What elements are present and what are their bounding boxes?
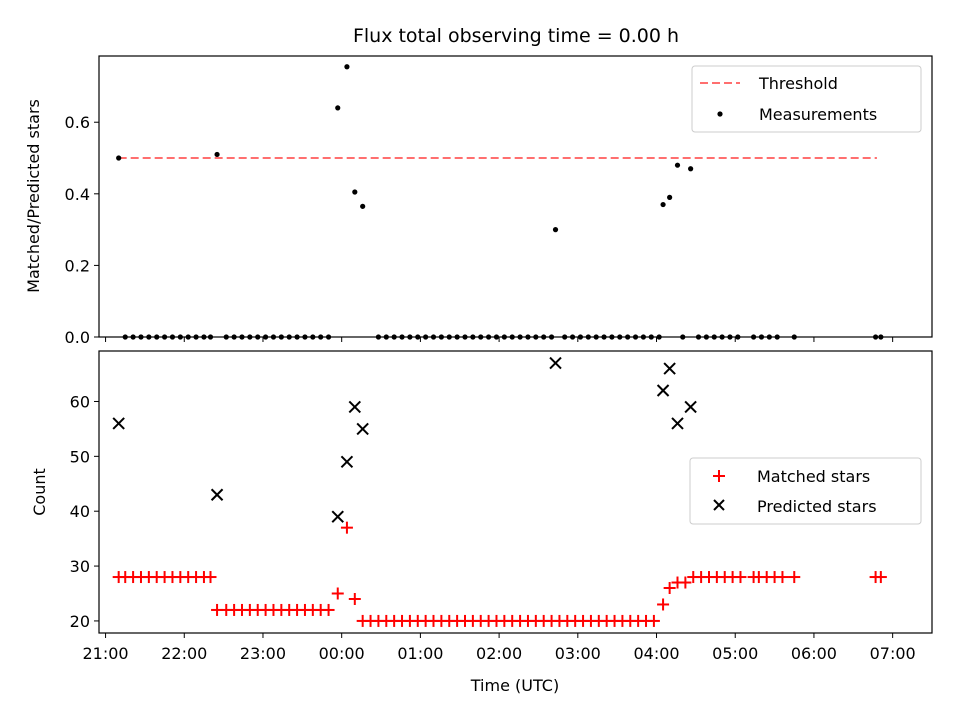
top-y-tick-label: 0.0 [65,328,90,347]
measurement-point [667,194,673,200]
matched-star-point [657,598,670,611]
x-tick-label: 23:00 [240,644,286,663]
bottom-axes-frame [98,350,933,634]
bottom-y-tick-label: 60 [70,392,90,411]
predicted-star-point [210,488,224,501]
top-legend-box [691,65,922,133]
matched-star-point [331,587,344,600]
top-legend: Threshold Measurements [691,65,922,133]
matched-star-point [647,614,660,627]
top-panel: Flux total observing time = 0.00 h 0.00.… [24,25,933,347]
x-tick-label: 22:00 [161,644,207,663]
legend-predicted-label: Predicted stars [757,497,877,516]
top-y-tick-label: 0.4 [65,185,90,204]
bottom-panel: 20 30 40 50 60 21:00 22:00 23:00 00:00 01:00 02:0… [30,350,933,695]
x-tick-label: 02:00 [476,644,522,663]
predicted-star-point [549,356,562,370]
top-x-axis [105,337,894,342]
bottom-y-tick-label: 40 [70,502,90,521]
x-tick-label: 00:00 [319,644,365,663]
bottom-y-axis-label: Count [30,468,49,516]
matched-star-point [734,571,747,584]
x-tick-label: 06:00 [791,644,837,663]
matched-star-point [340,521,353,534]
bottom-y-axis: 20 30 40 50 60 [70,392,99,631]
predicted-star-point [356,422,369,436]
measurement-point [352,189,358,195]
bottom-x-axis: 21:00 22:00 23:00 00:00 01:00 02:00 03:00 04:00… [83,633,916,663]
bottom-plot-area [112,356,887,627]
matched-star-point [788,571,801,584]
bottom-y-tick-label: 50 [70,447,90,466]
matched-star-point [776,571,789,584]
top-y-tick-label: 0.6 [65,113,90,132]
x-tick-label: 21:00 [83,644,129,663]
matched-star-point [679,576,692,589]
bottom-y-tick-label: 30 [70,557,90,576]
measurement-point [116,155,122,161]
matched-star-point [874,571,887,584]
legend-matched-swatch [713,470,725,482]
matched-star-point [322,603,335,616]
measurement-point [360,203,366,209]
measurement-point [674,162,681,168]
bottom-y-tick-label: 20 [70,612,90,631]
measurement-point [688,166,694,172]
top-axes-frame [98,55,933,338]
predicted-star-point [331,510,344,523]
legend-matched-label: Matched stars [757,467,870,486]
measurement-point [344,64,350,70]
x-tick-label: 04:00 [633,644,679,663]
matched-star-point [348,592,361,605]
top-y-axis-label: Matched/Predicted stars [24,99,43,293]
measurement-point [214,151,220,158]
measurement-point [552,227,559,233]
legend-threshold-label: Threshold [758,74,838,93]
predicted-star-point [340,455,354,469]
x-tick-label: 01:00 [397,644,443,663]
chart-title: Flux total observing time = 0.00 h [353,25,679,47]
predicted-star-point [656,384,670,397]
predicted-star-point [684,400,697,414]
matched-star-point [663,582,676,595]
predicted-star-point [663,362,676,375]
matched-star-point [204,571,217,584]
x-tick-label: 07:00 [870,644,916,663]
x-axis-label: Time (UTC) [470,676,559,695]
x-tick-label: 03:00 [555,644,601,663]
top-y-axis: 0.0 0.2 0.4 0.6 [65,113,99,347]
predicted-star-point [112,417,125,430]
x-tick-label: 05:00 [712,644,758,663]
measurement-point [335,105,341,111]
measurement-point [660,201,666,208]
legend-measurements-swatch [717,111,723,117]
top-y-tick-label: 0.2 [65,256,90,275]
legend-predicted-swatch [713,499,725,511]
predicted-star-point [348,400,362,414]
predicted-star-point [671,417,684,430]
bottom-legend: Matched stars Predicted stars [689,457,922,525]
bottom-legend-box [689,457,922,525]
legend-measurements-label: Measurements [759,105,877,124]
